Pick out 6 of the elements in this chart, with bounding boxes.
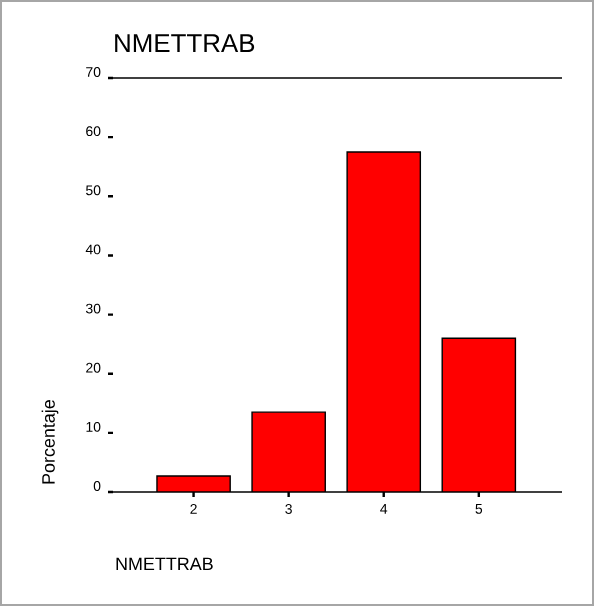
x-axis-title: NMETTRAB bbox=[116, 557, 213, 570]
bar bbox=[347, 151, 421, 492]
bar bbox=[252, 412, 326, 492]
chart-title: NMETTRAB bbox=[115, 34, 255, 52]
bar bbox=[441, 337, 517, 492]
y-axis-title: Porcentaje bbox=[41, 400, 59, 484]
